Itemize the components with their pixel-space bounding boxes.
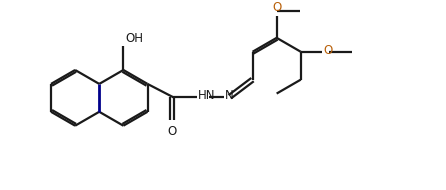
Text: OH: OH <box>125 32 144 45</box>
Text: O: O <box>168 125 177 138</box>
Text: O: O <box>323 44 332 57</box>
Text: N: N <box>225 89 233 102</box>
Text: O: O <box>272 1 281 14</box>
Text: HN: HN <box>198 89 215 102</box>
